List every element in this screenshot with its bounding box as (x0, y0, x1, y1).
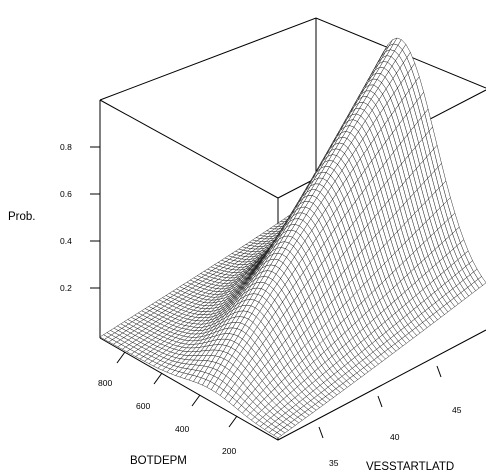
x-tick (318, 426, 324, 439)
y-tick (116, 351, 126, 364)
y-tick-label: 800 (98, 378, 112, 388)
box-front-left-top-edge (99, 99, 279, 199)
z-axis-title: Prob. (8, 211, 36, 223)
y-axis-title: BOTDEPM (130, 455, 187, 467)
z-axis (90, 146, 100, 289)
z-tick-label: 0.8 (60, 142, 72, 152)
x-axis (318, 365, 442, 439)
y-tick-label: 200 (222, 446, 236, 456)
x-tick-label: 45 (452, 405, 462, 415)
x-tick-label: 35 (329, 458, 339, 468)
x-tick (377, 395, 383, 408)
probability-surface (99, 37, 486, 439)
x-tick-label: 40 (390, 432, 400, 442)
x-axis-title: VESSTARTLATD (366, 461, 454, 472)
y-tick-label: 400 (175, 424, 189, 434)
z-tick-label: 0.2 (60, 283, 72, 293)
y-tick (153, 372, 163, 385)
z-tick-label: 0.6 (60, 189, 72, 199)
z-tick-label: 0.4 (60, 236, 72, 246)
y-axis (116, 351, 238, 428)
box-top-left-edges (99, 17, 486, 101)
x-tick (436, 365, 442, 378)
y-tick (191, 394, 201, 407)
y-tick (228, 415, 238, 428)
box-bottom-edges (99, 329, 486, 441)
surface-facet (273, 432, 282, 439)
y-tick-label: 600 (136, 401, 150, 411)
